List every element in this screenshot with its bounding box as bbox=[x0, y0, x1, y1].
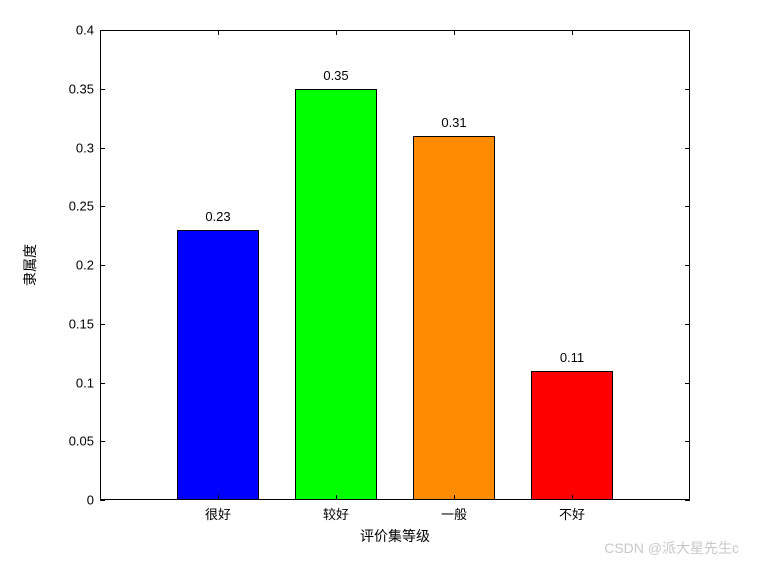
bar-value-label: 0.23 bbox=[205, 209, 230, 224]
xtick-mark bbox=[336, 30, 337, 35]
bar-value-label: 0.11 bbox=[560, 350, 584, 365]
xtick-mark bbox=[572, 495, 573, 500]
x-axis-label: 评价集等级 bbox=[360, 526, 430, 546]
xtick-mark bbox=[572, 30, 573, 35]
bar bbox=[531, 371, 614, 500]
xtick-label: 很好 bbox=[205, 504, 231, 523]
xtick-mark bbox=[454, 495, 455, 500]
xtick-mark bbox=[454, 30, 455, 35]
bars: 0.23 0.35 0.31 0.11 bbox=[100, 30, 690, 500]
ytick-label: 0.4 bbox=[0, 23, 94, 38]
bar bbox=[413, 136, 496, 500]
xtick-label: 较好 bbox=[323, 504, 349, 523]
ytick-label: 0.15 bbox=[0, 316, 94, 331]
xtick-mark bbox=[336, 495, 337, 500]
ytick-label: 0.35 bbox=[0, 81, 94, 96]
ytick-label: 0 bbox=[0, 493, 94, 508]
ytick-label: 0.05 bbox=[0, 434, 94, 449]
ytick-label: 0.3 bbox=[0, 140, 94, 155]
bar bbox=[177, 230, 260, 500]
y-axis-label: 隶属度 bbox=[20, 244, 40, 286]
xtick-label: 不好 bbox=[559, 504, 585, 523]
xtick-mark bbox=[218, 30, 219, 35]
ytick-label: 0.1 bbox=[0, 375, 94, 390]
ytick-label: 0.2 bbox=[0, 258, 94, 273]
xtick-label: 一般 bbox=[441, 504, 467, 523]
watermark: CSDN @派大星先生c bbox=[604, 538, 739, 558]
bar-value-label: 0.31 bbox=[441, 115, 466, 130]
xtick-mark bbox=[218, 495, 219, 500]
bar bbox=[295, 89, 378, 500]
bar-value-label: 0.35 bbox=[323, 68, 348, 83]
ytick-label: 0.25 bbox=[0, 199, 94, 214]
